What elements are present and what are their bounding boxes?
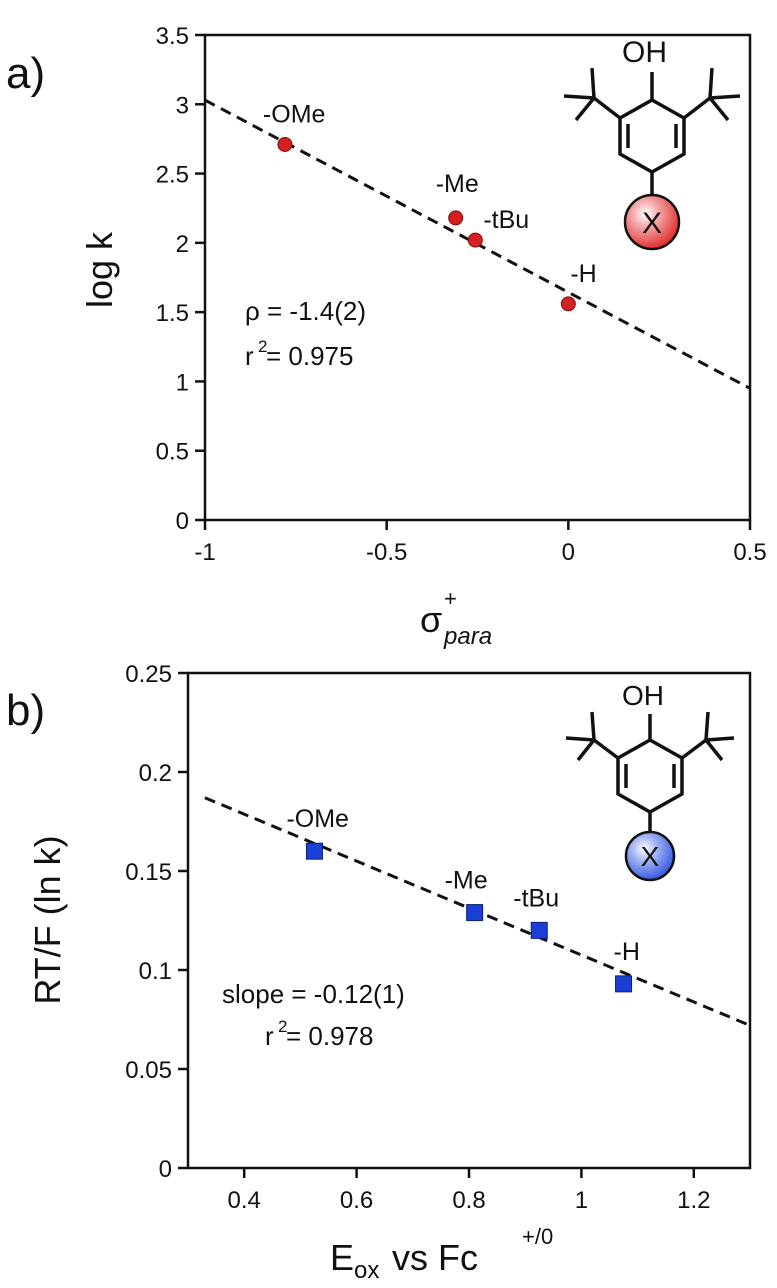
y-tick-label: 2.5 (156, 162, 189, 189)
panel-a-rho: ρ = -1.4(2) (245, 296, 366, 326)
panel-b: b) 0.4 0.6 0.8 1 1.2 0 0.05 0.1 0.15 0.2 0.25 -OMe… (6, 661, 752, 1284)
panel-b-x-axis-label: E (330, 1237, 354, 1278)
panel-a-x-axis-label-sup: + (444, 586, 457, 611)
y-tick-label: 0.15 (125, 859, 172, 886)
panel-b-r2-r: r (265, 1021, 274, 1051)
panel-a: a) -1 -0.5 0 0.5 0 0.5 1 1.5 2 2.5 3 3.5 -OMe -Me-tB… (6, 23, 767, 650)
data-point (448, 210, 464, 226)
panel-a-y-axis-label: log k (79, 231, 120, 308)
x-tick-label: 0.5 (733, 539, 766, 566)
point-label: -Me (436, 170, 479, 198)
panel-b-slope: slope = -0.12(1) (222, 979, 405, 1009)
x-tick-label: 0.4 (228, 1187, 261, 1214)
panel-b-r2-value: = 0.978 (286, 1021, 373, 1051)
data-point (466, 904, 484, 922)
hydroxyl-group-label: OH (622, 680, 664, 711)
point-label: -tBu (513, 884, 559, 912)
x-tick-label: 1 (575, 1187, 588, 1214)
x-tick-label: 1.2 (677, 1187, 710, 1214)
panel-a-letter: a) (6, 49, 45, 98)
y-tick-label: 0.2 (139, 760, 172, 787)
x-tick-label: 0.8 (452, 1187, 485, 1214)
substituent-x-circle (623, 193, 681, 251)
x-tick-label: -1 (194, 539, 215, 566)
x-tick-label: -0.5 (366, 539, 407, 566)
panel-b-points: -OMe -Me -tBu -H (286, 805, 640, 993)
panel-a-plot-frame (203, 33, 752, 522)
panel-b-letter: b) (6, 686, 45, 735)
panel-b-y-axis-label: RT/F (ln k) (27, 835, 68, 1004)
y-tick-label: 0.05 (125, 1057, 172, 1084)
point-label: -H (614, 938, 640, 966)
panel-a-r2-value: = 0.975 (266, 341, 353, 371)
panel-b-x-axis-label-rest: vs Fc (382, 1237, 478, 1278)
data-point (530, 921, 548, 939)
hydroxyl-group-label: OH (622, 36, 667, 69)
panel-b-x-axis-label-sub: ox (354, 1257, 379, 1284)
y-tick-label: 0.25 (125, 661, 172, 688)
panel-a-points: -OMe -Me-tBu -H (263, 100, 597, 312)
x-tick-label: 0.6 (340, 1187, 373, 1214)
substituent-x-circle (624, 830, 676, 882)
substituent-x-label: X (642, 207, 662, 240)
panel-a-r2-sup: 2 (258, 337, 267, 356)
point-label: -Me (445, 867, 488, 895)
substituent-x-label: X (641, 841, 660, 872)
panel-a-axes: -1 -0.5 0 0.5 0 0.5 1 1.5 2 2.5 3 3.5 (156, 23, 767, 566)
panel-a-molecule-inset: OH X (563, 36, 741, 251)
panel-a-r2-r: r (245, 341, 254, 371)
data-point (467, 232, 483, 248)
data-point (615, 975, 633, 993)
point-label: -H (570, 260, 596, 288)
y-tick-label: 0.1 (139, 958, 172, 985)
data-point (305, 842, 323, 860)
data-point (277, 136, 293, 152)
y-tick-label: 3.5 (156, 23, 189, 50)
panel-b-axes: 0.4 0.6 0.8 1 1.2 0 0.05 0.1 0.15 0.2 0.25 (125, 661, 710, 1214)
y-tick-label: 0.5 (156, 439, 189, 466)
y-tick-label: 0 (176, 508, 189, 535)
panel-b-x-axis-label-sup: +/0 (522, 1224, 553, 1249)
panel-a-x-axis-label-sub: para (443, 623, 492, 650)
data-point (560, 296, 576, 312)
point-label: -OMe (286, 805, 349, 833)
point-label: -OMe (263, 100, 326, 128)
panel-b-r2-sup: 2 (278, 1017, 287, 1036)
y-tick-label: 2 (176, 231, 189, 258)
y-tick-label: 1 (176, 369, 189, 396)
y-tick-label: 3 (176, 92, 189, 119)
y-tick-label: 1.5 (156, 300, 189, 327)
panel-b-molecule-inset: OH X (565, 680, 735, 882)
y-tick-label: 0 (159, 1156, 172, 1183)
panel-a-x-axis-label: σ (420, 599, 442, 640)
x-tick-label: 0 (562, 539, 575, 566)
point-label: -tBu (483, 206, 529, 234)
